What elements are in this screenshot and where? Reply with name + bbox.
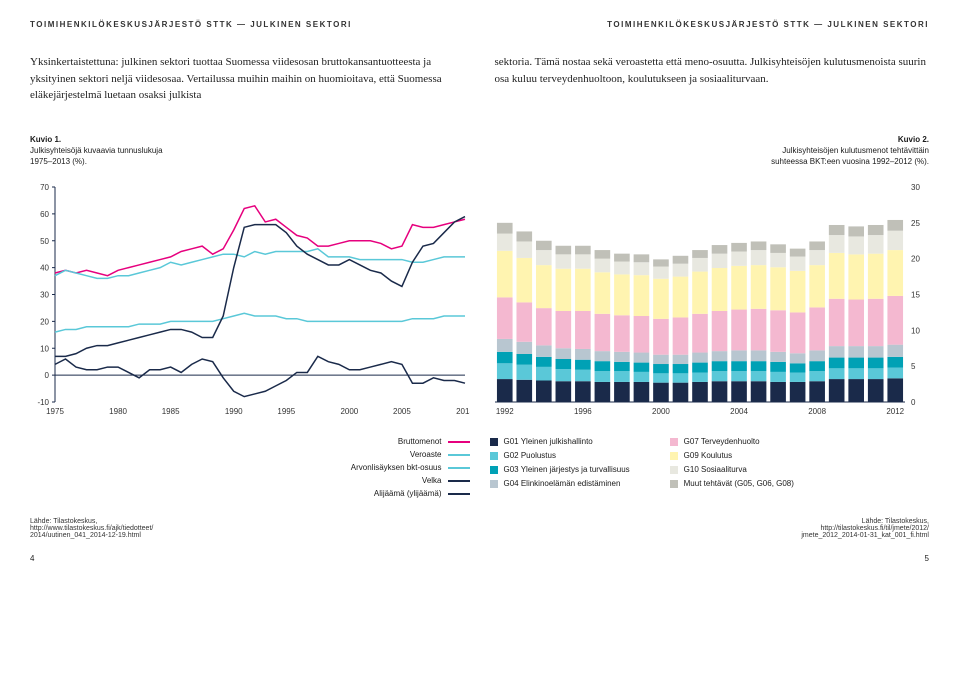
kuvio1-title: Kuvio 1. — [30, 134, 270, 145]
svg-text:10: 10 — [911, 326, 920, 335]
svg-text:50: 50 — [40, 237, 49, 246]
svg-text:2005: 2005 — [393, 407, 411, 416]
svg-text:60: 60 — [40, 210, 49, 219]
svg-text:-10: -10 — [37, 398, 49, 407]
legend1: Bruttomenot Veroaste Arvonlisäyksen bkt-os… — [30, 437, 470, 498]
legend1-item: Veroaste — [410, 450, 470, 459]
intro-col2: sektoria. Tämä nostaa sekä veroastetta e… — [495, 54, 930, 104]
legend2-item: G01 Yleinen julkishallinto — [490, 437, 630, 446]
kuvio2-desc: Julkisyhteisöjen kulutusmenot tehtävittä… — [689, 145, 929, 167]
pagenum-left: 4 — [30, 554, 34, 563]
legend1-item: Alijäämä (ylijäämä) — [374, 489, 470, 498]
svg-text:2004: 2004 — [730, 407, 748, 416]
svg-text:40: 40 — [40, 264, 49, 273]
kuvio2-block: Kuvio 2. Julkisyhteisöjen kulutusmenot t… — [689, 134, 929, 168]
svg-text:2012: 2012 — [886, 407, 904, 416]
kuvio1-desc: Julkisyhteisöjä kuvaavia tunnuslukuja 19… — [30, 145, 270, 167]
svg-text:20: 20 — [911, 255, 920, 264]
svg-text:2013: 2013 — [456, 407, 470, 416]
svg-text:1985: 1985 — [162, 407, 180, 416]
svg-text:25: 25 — [911, 219, 920, 228]
legends-container: Bruttomenot Veroaste Arvonlisäyksen bkt-os… — [30, 437, 929, 498]
svg-text:10: 10 — [40, 344, 49, 353]
svg-text:30: 30 — [911, 183, 920, 192]
page-numbers: 4 5 — [30, 554, 929, 563]
kuvio1-block: Kuvio 1. Julkisyhteisöjä kuvaavia tunnus… — [30, 134, 270, 168]
charts-container: -100102030405060701975198019851990199520… — [30, 182, 929, 422]
svg-text:2000: 2000 — [652, 407, 670, 416]
legend2-item: Muut tehtävät (G05, G06, G08) — [670, 479, 794, 488]
svg-text:0: 0 — [911, 398, 916, 407]
svg-text:1975: 1975 — [46, 407, 64, 416]
legend2-item: G02 Puolustus — [490, 451, 630, 460]
svg-text:5: 5 — [911, 362, 916, 371]
legend2: G01 Yleinen julkishallinto G02 Puolustus G… — [490, 437, 930, 498]
legend2-item: G07 Terveydenhuolto — [670, 437, 794, 446]
svg-text:2000: 2000 — [340, 407, 358, 416]
stacked-bar-chart: 0 5 10 15 20 25 30 1992 1996 2000 2004 2008 2012 — [490, 182, 930, 422]
svg-text:1995: 1995 — [277, 407, 295, 416]
kuvio2-title: Kuvio 2. — [689, 134, 929, 145]
legend1-item: Arvonlisäyksen bkt-osuus — [351, 463, 470, 472]
page-header: TOIMIHENKILÖKESKUSJÄRJESTÖ STTK — JULKIN… — [30, 20, 929, 29]
svg-text:1980: 1980 — [109, 407, 127, 416]
line-chart: -10 0 10 20 30 40 50 60 70 1975 1980 1985 1990 1995 20… — [30, 182, 470, 422]
intro-text: Yksinkertaistettuna: julkinen sektori tu… — [30, 54, 929, 104]
sources: Lähde: Tilastokeskus, http://www.tilasto… — [30, 518, 929, 539]
source-right: Lähde: Tilastokeskus, http://tilastokesk… — [801, 518, 929, 539]
svg-text:1992: 1992 — [496, 407, 514, 416]
legend2-item: G04 Elinkinoelämän edistäminen — [490, 479, 630, 488]
legend1-item: Bruttomenot — [398, 437, 470, 446]
legend2-item: G09 Koulutus — [670, 451, 794, 460]
svg-text:0: 0 — [45, 371, 50, 380]
svg-text:30: 30 — [40, 291, 49, 300]
legend2-item: G03 Yleinen järjestys ja turvallisuus — [490, 465, 630, 474]
intro-col1: Yksinkertaistettuna: julkinen sektori tu… — [30, 54, 465, 104]
pagenum-right: 5 — [925, 554, 929, 563]
legend2-item: G10 Sosiaaliturva — [670, 465, 794, 474]
source-left: Lähde: Tilastokeskus, http://www.tilasto… — [30, 518, 153, 539]
svg-text:2008: 2008 — [808, 407, 826, 416]
svg-text:1990: 1990 — [225, 407, 243, 416]
svg-text:15: 15 — [911, 291, 920, 300]
svg-text:70: 70 — [40, 183, 49, 192]
legend1-item: Velka — [422, 476, 470, 485]
chart-titles: Kuvio 1. Julkisyhteisöjä kuvaavia tunnus… — [30, 134, 929, 168]
header-right: TOIMIHENKILÖKESKUSJÄRJESTÖ STTK — JULKIN… — [607, 20, 929, 29]
svg-text:1996: 1996 — [574, 407, 592, 416]
svg-text:20: 20 — [40, 317, 49, 326]
header-left: TOIMIHENKILÖKESKUSJÄRJESTÖ STTK — JULKIN… — [30, 20, 352, 29]
